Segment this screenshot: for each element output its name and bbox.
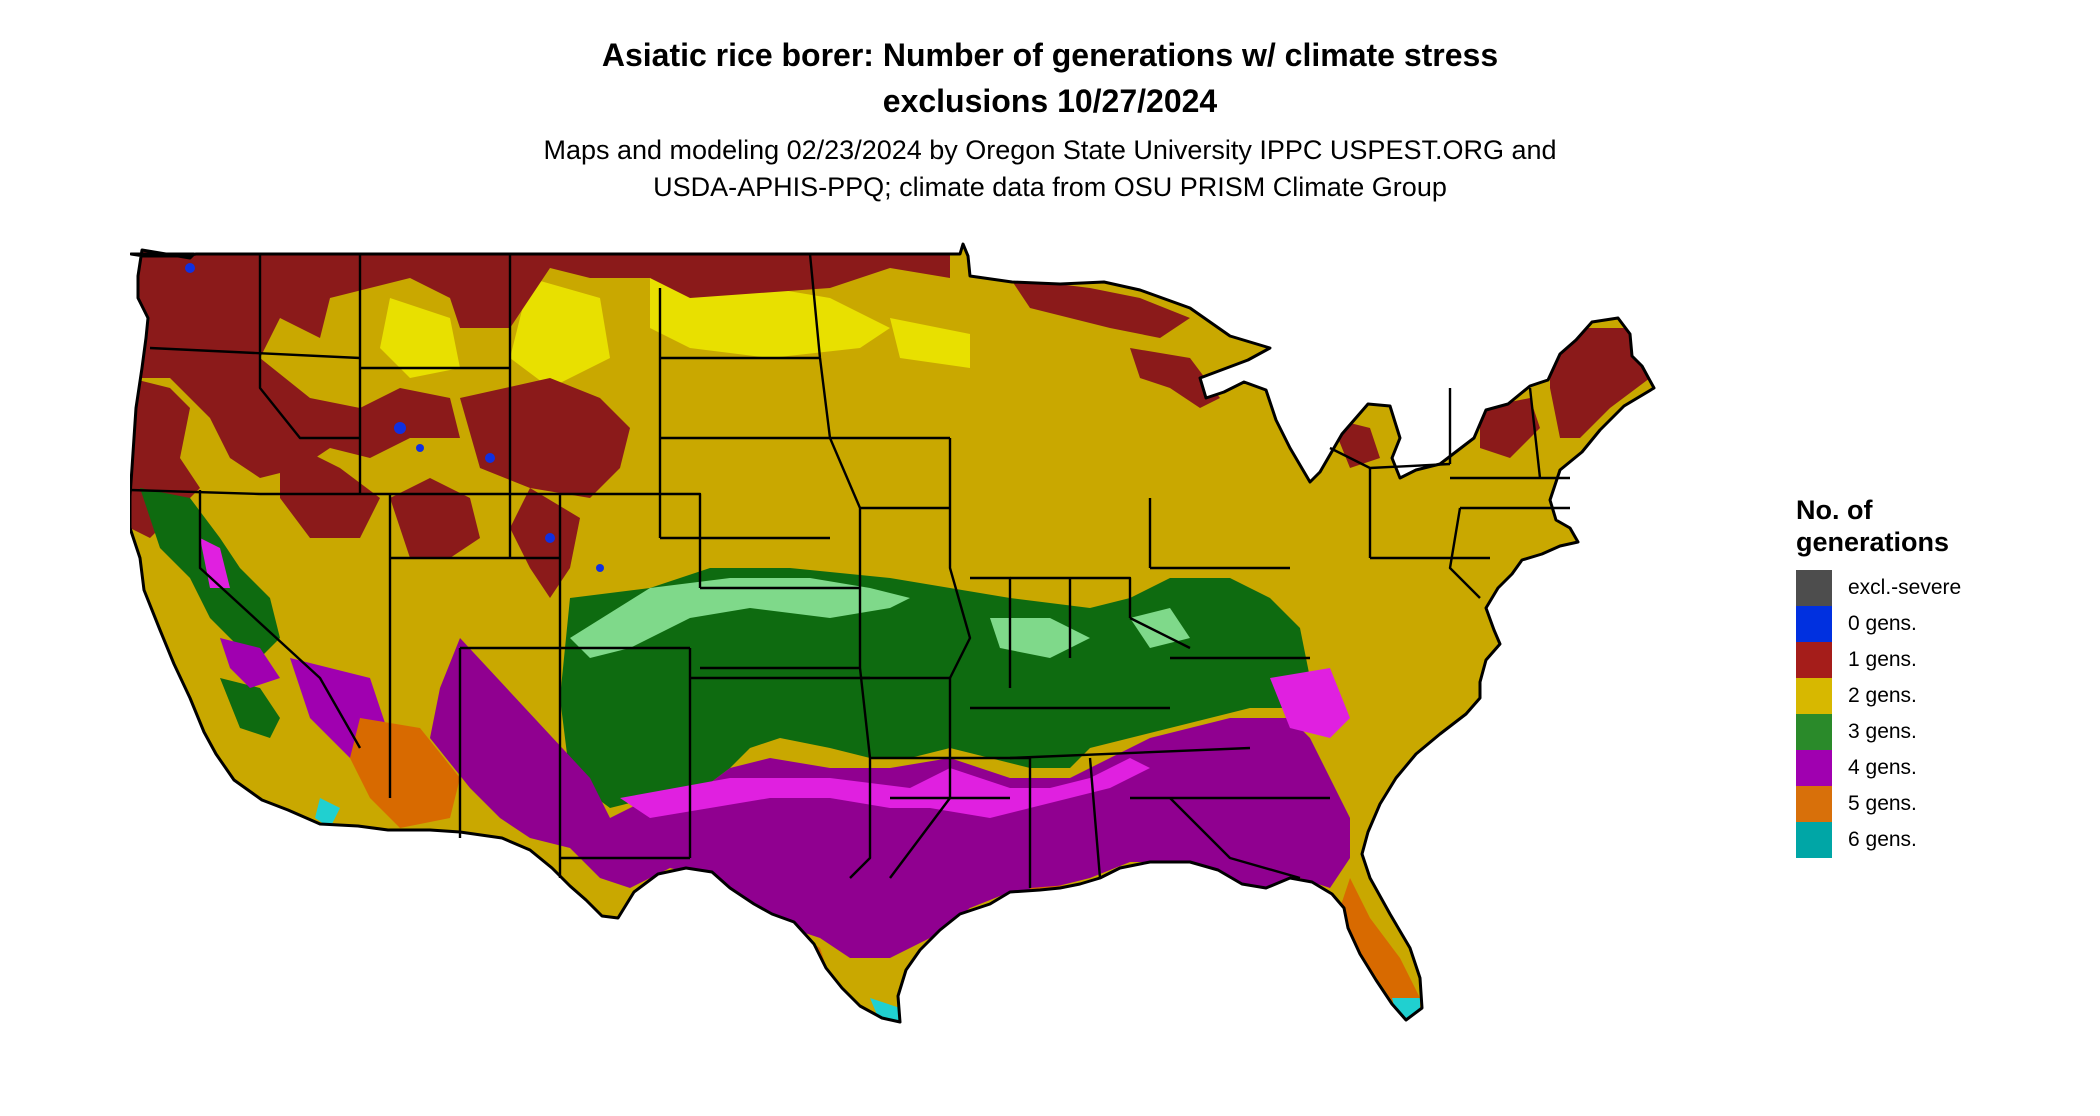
legend-item-2-gens: 2 gens. [1796, 678, 2056, 714]
legend-item-excl-severe: excl.-severe [1796, 570, 2056, 606]
legend-item-5-gens: 5 gens. [1796, 786, 2056, 822]
legend-swatch [1796, 786, 1832, 822]
title-line-2: exclusions 10/27/2024 [882, 83, 1218, 119]
legend-title-line-1: No. of [1796, 495, 1873, 525]
legend-swatch [1796, 822, 1832, 858]
legend-label: 4 gens. [1848, 756, 1917, 779]
us-generations-map [130, 242, 1656, 1024]
legend-item-4-gens: 4 gens. [1796, 750, 2056, 786]
subtitle-line-1: Maps and modeling 02/23/2024 by Oregon S… [543, 135, 1557, 165]
legend-label: excl.-severe [1848, 576, 1962, 599]
legend-title: No. of generations [1796, 494, 2056, 558]
legend-title-line-2: generations [1796, 527, 1950, 557]
legend-swatch [1796, 642, 1832, 678]
legend-item-1-gens: 1 gens. [1796, 642, 2056, 678]
legend-label: 3 gens. [1848, 720, 1917, 743]
legend-item-3-gens: 3 gens. [1796, 714, 2056, 750]
legend-swatch [1796, 714, 1832, 750]
legend-items: excl.-severe 0 gens. 1 gens. 2 gens. 3 g… [1796, 570, 2056, 858]
legend-label: 1 gens. [1848, 648, 1917, 671]
legend: No. of generations excl.-severe 0 gens. … [1796, 494, 2056, 858]
legend-label: 0 gens. [1848, 612, 1917, 635]
legend-item-0-gens: 0 gens. [1796, 606, 2056, 642]
legend-swatch [1796, 606, 1832, 642]
legend-label: 5 gens. [1848, 792, 1917, 815]
map-subtitle: Maps and modeling 02/23/2024 by Oregon S… [0, 132, 2100, 206]
legend-swatch [1796, 750, 1832, 786]
legend-swatch [1796, 678, 1832, 714]
subtitle-line-2: USDA-APHIS-PPQ; climate data from OSU PR… [653, 172, 1447, 202]
legend-label: 2 gens. [1848, 684, 1917, 707]
legend-label: 6 gens. [1848, 828, 1917, 851]
legend-item-6-gens: 6 gens. [1796, 822, 2056, 858]
map-title: Asiatic rice borer: Number of generation… [0, 32, 2100, 124]
title-line-1: Asiatic rice borer: Number of generation… [601, 37, 1499, 73]
legend-swatch [1796, 570, 1832, 606]
